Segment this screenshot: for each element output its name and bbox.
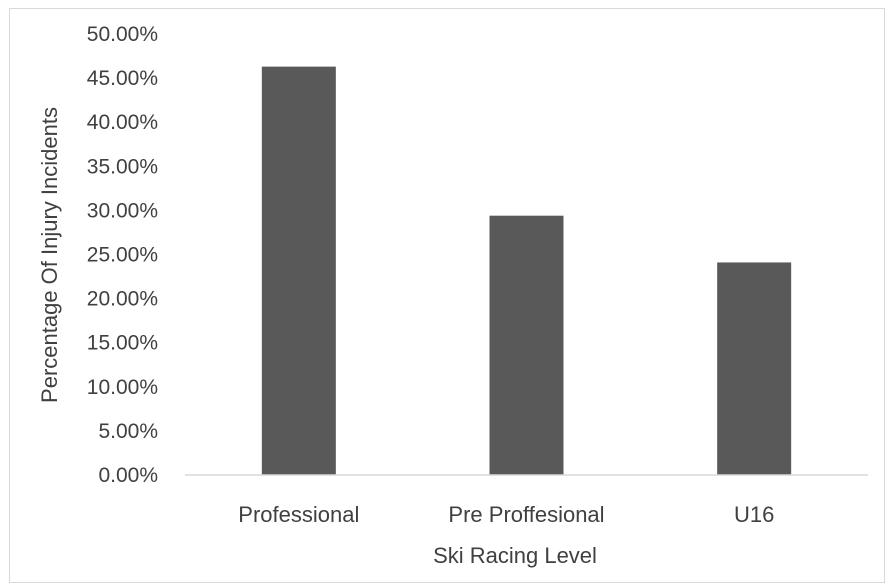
bar <box>261 66 336 475</box>
x-axis-title: Ski Racing Level <box>433 543 597 568</box>
y-tick-label: 10.00% <box>87 376 158 399</box>
y-axis-title: Percentage Of Injury Incidents <box>37 107 62 403</box>
y-tick-label: 50.00% <box>87 23 158 46</box>
x-category-label: U16 <box>734 502 774 527</box>
y-tick-label: 25.00% <box>87 244 158 267</box>
y-tick-label: 30.00% <box>87 199 158 222</box>
y-tick-label: 20.00% <box>87 288 158 311</box>
y-tick-label: 45.00% <box>87 67 158 90</box>
bars <box>261 66 792 475</box>
y-axis-ticks: 0.00% 5.00% 10.00% 15.00% 20.00% 25.00% 30.00%… <box>87 23 158 487</box>
bar <box>717 262 792 475</box>
bar <box>489 215 564 475</box>
y-tick-label: 0.00% <box>98 464 158 487</box>
x-category-label: Professional <box>238 502 359 527</box>
y-tick-label: 5.00% <box>98 420 158 443</box>
y-tick-label: 15.00% <box>87 332 158 355</box>
y-tick-label: 40.00% <box>87 111 158 134</box>
x-category-label: Pre Proffesional <box>448 502 604 527</box>
x-axis-categories: Professional Pre Proffesional U16 <box>238 502 774 527</box>
y-tick-label: 35.00% <box>87 155 158 178</box>
